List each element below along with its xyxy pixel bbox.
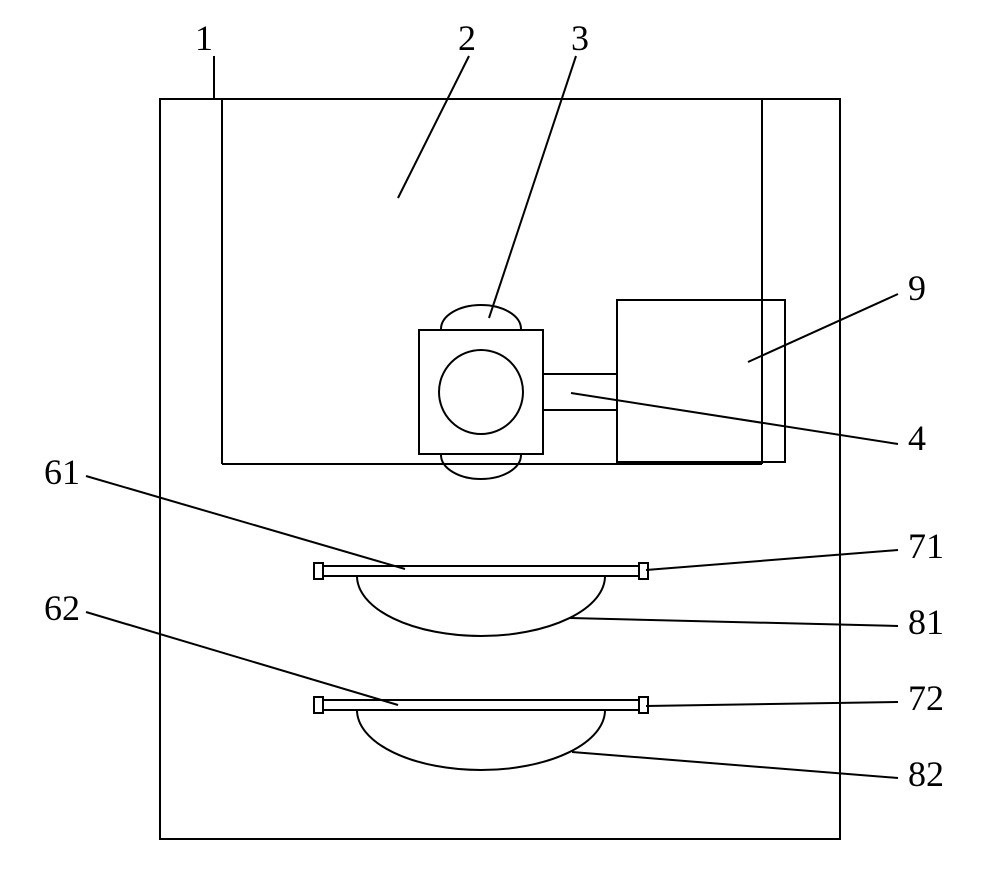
label-l3: 3 — [571, 18, 589, 58]
label-l82: 82 — [908, 754, 944, 794]
outer-housing — [160, 99, 840, 839]
tray2-cap-left — [314, 697, 323, 713]
leader-l62 — [86, 612, 398, 705]
leader-l72 — [646, 702, 898, 706]
leader-l71 — [646, 550, 898, 570]
tray1-cap-left — [314, 563, 323, 579]
leader-l9 — [748, 294, 898, 362]
label-l9: 9 — [908, 268, 926, 308]
tray2-bowl — [357, 710, 605, 770]
label-l4: 4 — [908, 418, 926, 458]
pump-body — [419, 330, 543, 454]
leader-l61 — [86, 476, 405, 569]
label-l62: 62 — [44, 588, 80, 628]
label-l81: 81 — [908, 602, 944, 642]
label-l2: 2 — [458, 18, 476, 58]
tray1-bowl — [357, 576, 605, 636]
label-l1: 1 — [195, 18, 213, 58]
leader-l3 — [489, 56, 576, 318]
tray1-cap-right — [639, 563, 648, 579]
label-l72: 72 — [908, 678, 944, 718]
leader-l4 — [571, 393, 898, 444]
tray2-bar — [323, 700, 639, 710]
leader-l81 — [570, 618, 898, 626]
label-l61: 61 — [44, 452, 80, 492]
right-box — [617, 300, 785, 462]
tray1-bar — [323, 566, 639, 576]
leader-l82 — [572, 752, 898, 778]
leader-l2 — [398, 56, 469, 198]
label-l71: 71 — [908, 526, 944, 566]
